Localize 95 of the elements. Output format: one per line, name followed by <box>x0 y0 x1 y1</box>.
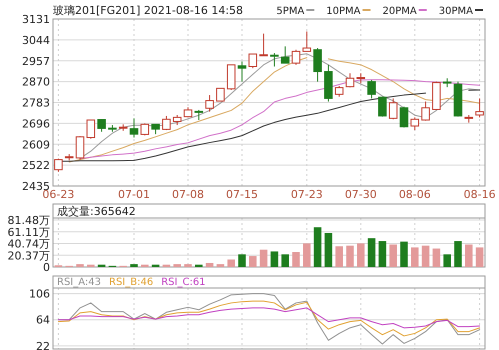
bar <box>357 243 365 267</box>
candlestick <box>248 53 258 69</box>
y-tick-label: 2957 <box>22 54 50 68</box>
bar <box>324 232 332 267</box>
chart-title: 成交量:365642 <box>57 205 136 218</box>
bar <box>422 246 430 267</box>
candlestick <box>76 136 84 160</box>
candlestick <box>194 109 204 121</box>
bar <box>281 254 289 267</box>
text: RSI_C:61 <box>161 277 206 288</box>
y-tick-label: 0 <box>43 261 50 274</box>
bar <box>314 227 322 267</box>
y-tick-label: 3131 <box>22 13 50 26</box>
candlestick <box>270 52 279 68</box>
y-tick-label: 40.74万 <box>8 238 50 251</box>
bar <box>76 264 84 267</box>
bar <box>432 248 440 267</box>
y-tick-label: 2696 <box>22 117 50 130</box>
candlestick <box>140 122 150 136</box>
bar <box>238 254 246 267</box>
text: RSI_B:46 <box>109 277 154 288</box>
x-tick-label: 07-08 <box>172 188 204 201</box>
candlestick <box>378 96 387 118</box>
candlestick <box>97 118 106 132</box>
candlestick <box>421 101 430 122</box>
candlestick <box>205 94 214 112</box>
bar <box>411 247 419 267</box>
candlestick <box>280 46 290 64</box>
candlestick <box>334 85 344 98</box>
bar <box>443 254 451 267</box>
x-tick-label: 07-15 <box>226 188 258 201</box>
candlestick <box>130 118 138 138</box>
y-tick-label: 2783 <box>22 96 50 110</box>
y-tick-label: 2522 <box>22 159 50 172</box>
y-tick-label: 61.11万 <box>8 226 50 239</box>
bar <box>389 244 397 267</box>
bar <box>346 246 354 267</box>
bar <box>465 244 473 267</box>
candlestick <box>86 119 96 140</box>
candlestick <box>184 106 192 118</box>
bar <box>206 262 214 267</box>
y-tick-label: 2609 <box>22 138 50 152</box>
bar <box>270 251 278 267</box>
bar <box>378 241 386 267</box>
candlestick <box>162 115 171 131</box>
bar <box>400 242 408 267</box>
candlestick <box>400 106 408 128</box>
bar <box>476 247 484 267</box>
candlestick <box>238 60 246 82</box>
candlestick <box>259 33 268 56</box>
series-label: RSI_A:43 <box>57 277 102 288</box>
candlestick <box>475 98 484 118</box>
x-tick-label: 07-30 <box>344 188 377 201</box>
bar <box>368 238 376 267</box>
candlestick <box>356 72 366 84</box>
candlestick <box>388 98 398 120</box>
y-tick-label: 3044 <box>22 34 50 47</box>
y-tick-label: 20.37万 <box>8 249 50 262</box>
candlestick <box>54 158 63 172</box>
bar <box>216 264 224 267</box>
candlestick <box>346 72 354 88</box>
bar <box>173 264 181 267</box>
bar <box>130 264 138 267</box>
bar <box>260 250 268 267</box>
legend-label: 30PMA <box>438 6 474 17</box>
x-tick-label: 07-23 <box>290 188 323 201</box>
bar <box>335 246 343 267</box>
x-tick-label: 06-23 <box>42 188 74 201</box>
bar <box>184 264 192 267</box>
bar <box>303 243 311 267</box>
bar <box>292 252 300 267</box>
x-tick-label: 07-01 <box>118 188 150 201</box>
candlestick <box>292 49 300 66</box>
candlestick <box>172 114 182 126</box>
y-tick-label: 106 <box>29 288 50 301</box>
y-tick-label: 81.48万 <box>8 214 50 228</box>
candlestick <box>226 64 236 91</box>
y-tick-label: 2870 <box>22 76 50 89</box>
candlestick <box>313 48 322 82</box>
bar <box>227 260 235 267</box>
candlestick <box>151 124 160 135</box>
candlestick <box>216 88 225 102</box>
bar <box>454 241 462 267</box>
x-tick-label: 08-16 <box>464 188 496 201</box>
x-tick-label: 08-06 <box>398 188 431 201</box>
y-tick-label: 64 <box>36 314 50 327</box>
chart-title: 玻璃201[FG201] 2021-08-16 14:58 <box>53 4 244 17</box>
candlestick <box>302 30 312 52</box>
candlestick <box>410 116 420 131</box>
legend-label: 5PMA <box>276 6 304 17</box>
legend-label: 10PMA <box>326 6 361 17</box>
y-tick-label: 22 <box>36 340 50 350</box>
legend-label: 20PMA <box>382 6 417 17</box>
candlestick <box>367 79 376 99</box>
bar <box>249 256 257 267</box>
